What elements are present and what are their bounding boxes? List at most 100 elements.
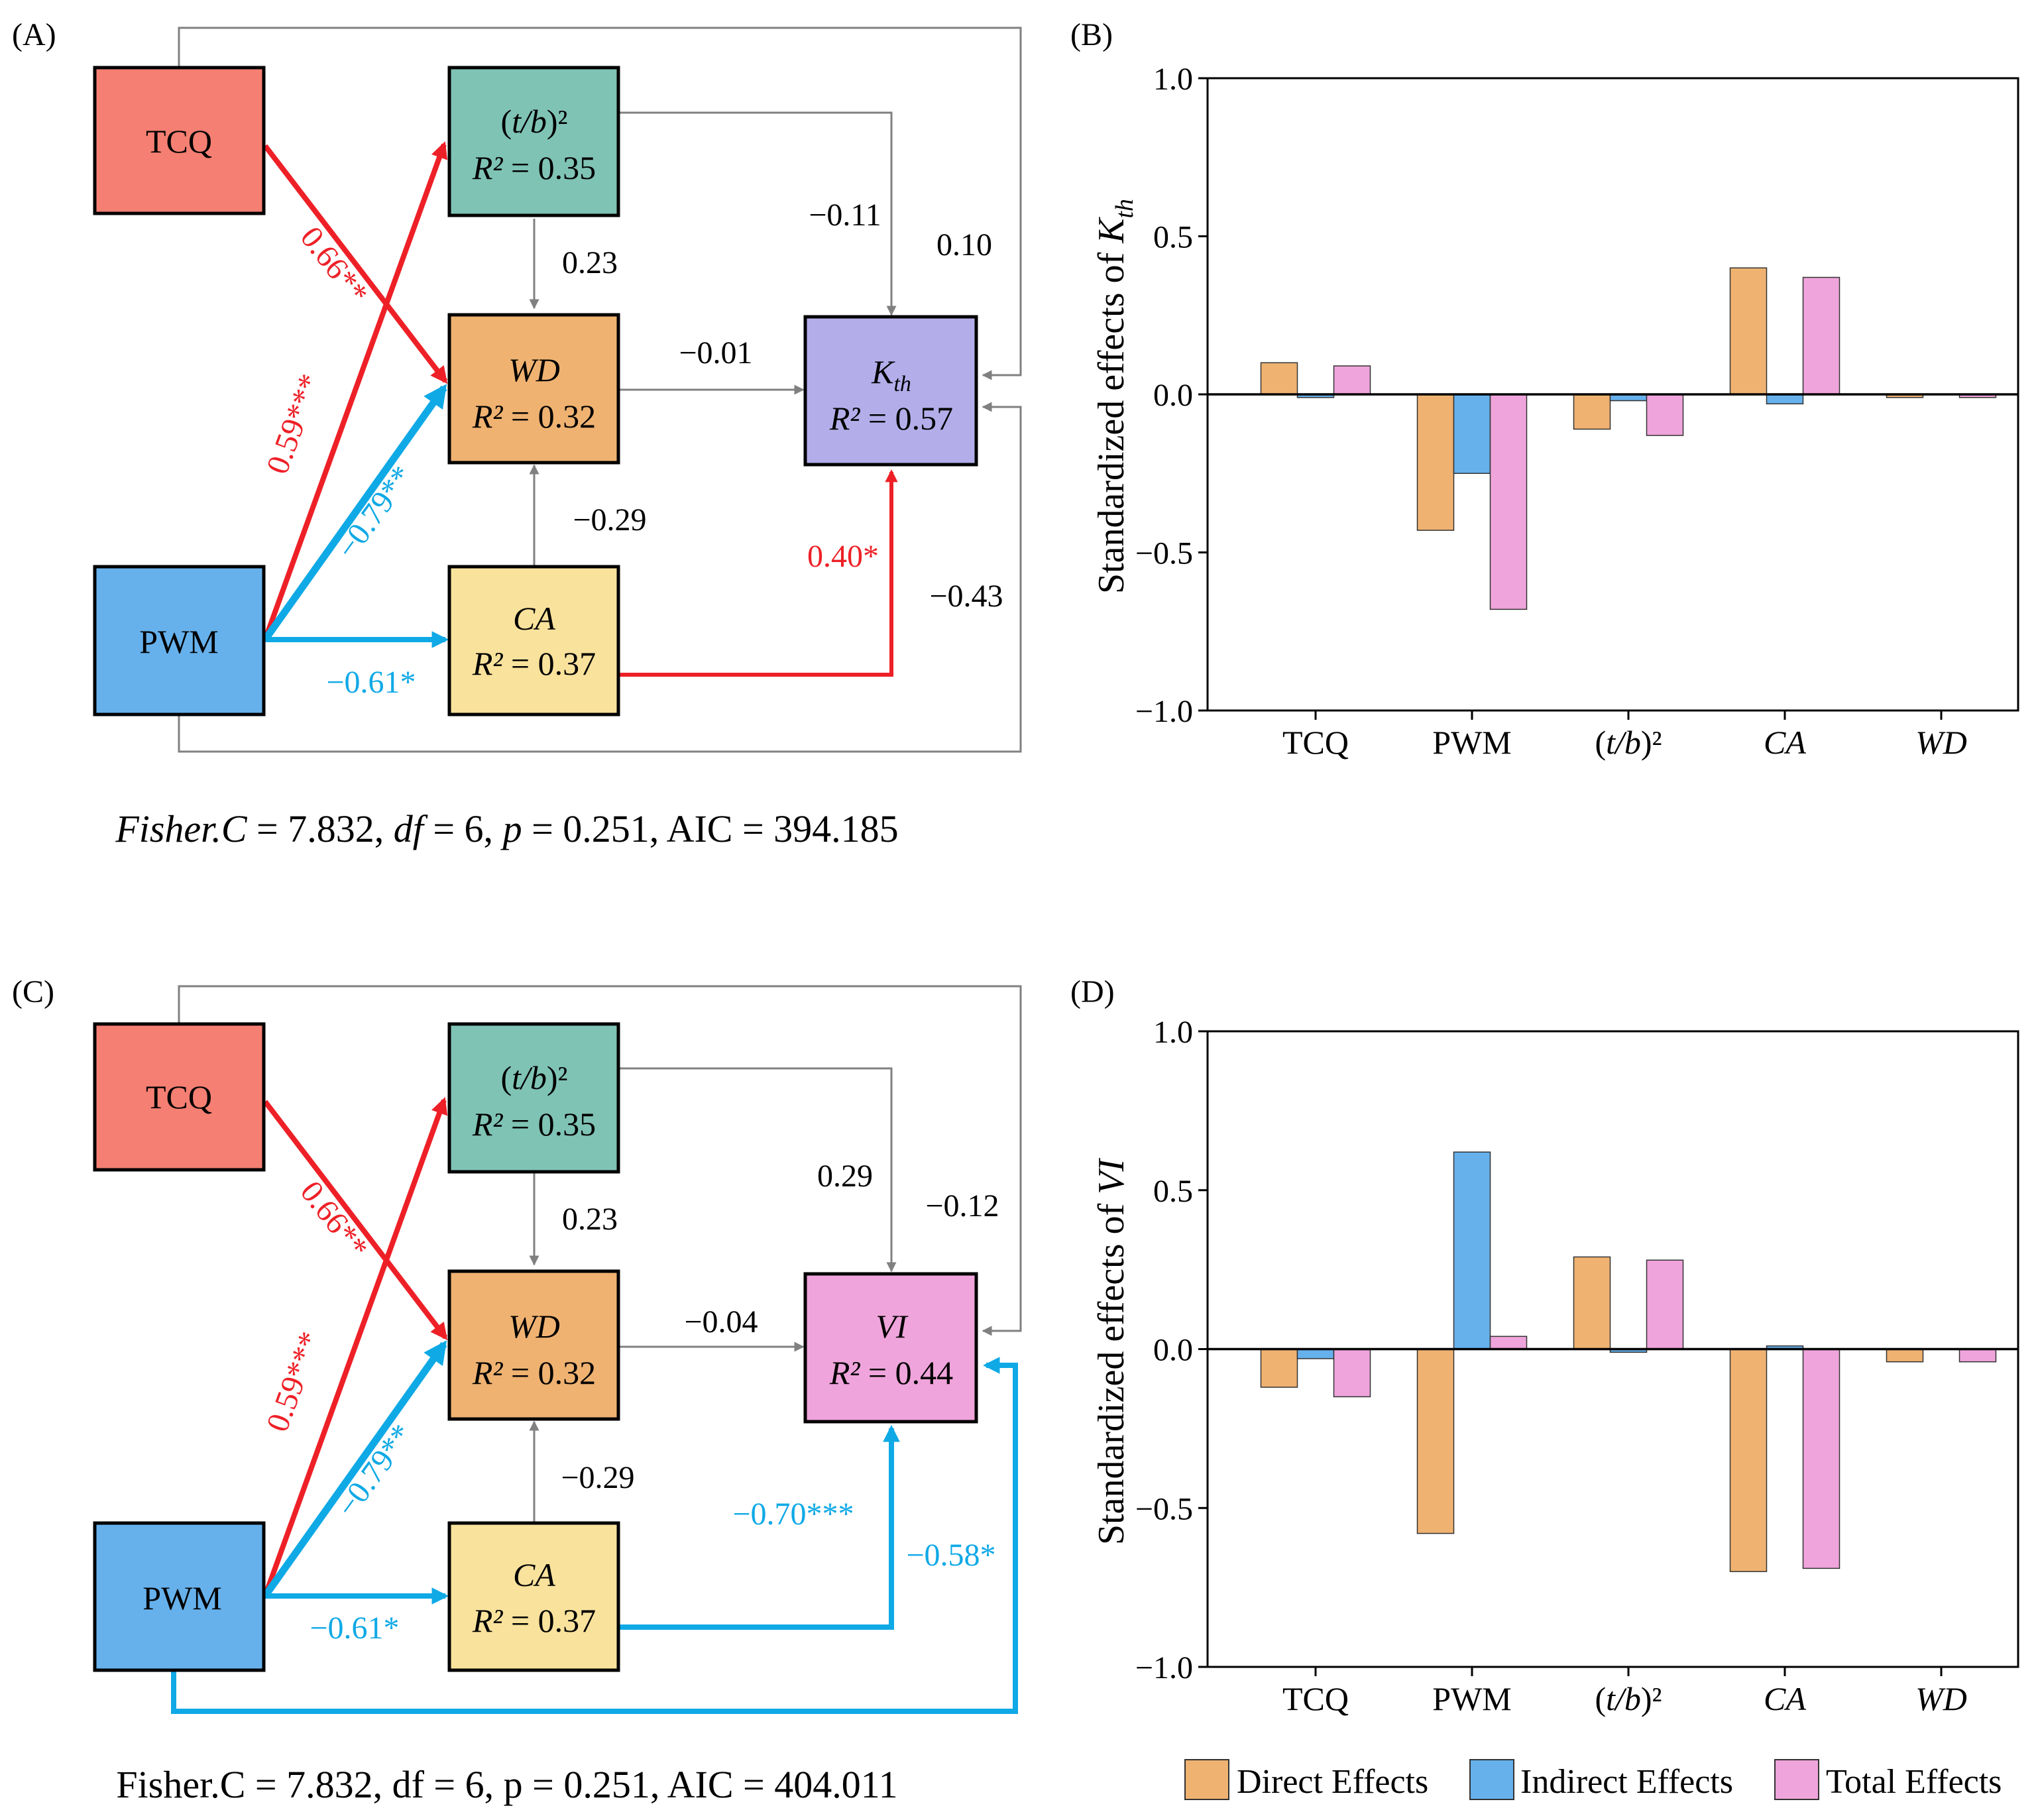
bar-total-effects bbox=[1646, 1259, 1684, 1350]
coef-tb-wd-c: 0.23 bbox=[562, 1202, 618, 1237]
y-tick-label: 0.0 bbox=[1153, 378, 1193, 413]
coef-pwm-kth: −0.43 bbox=[929, 579, 1003, 614]
chart-b: 1.0 0.5 0.0 −0.5 −1.0 TCQ PWM (t/b)² CA WD bbox=[1135, 62, 2019, 761]
path-tb-vi bbox=[620, 1067, 897, 1273]
bar-total-effects bbox=[1646, 394, 1684, 436]
coef-pwm-tb-c: 0.59*** bbox=[260, 1327, 328, 1436]
path-pwm-tb bbox=[262, 141, 448, 641]
node-tb: (t/b)² R² = 0.35 bbox=[447, 66, 620, 217]
y-tick-label: 1.0 bbox=[1153, 62, 1193, 97]
x-tick-label: TCQ bbox=[1282, 1680, 1349, 1717]
bar-direct-effects bbox=[1260, 362, 1298, 395]
panel-b: (B) Standardized effects of Kth 1.0 0.5 0.… bbox=[1070, 17, 2019, 761]
node-vi-label: VI bbox=[876, 1308, 909, 1345]
node-tb-r2: R² = 0.35 bbox=[472, 149, 596, 186]
node-wd-c-label: WD bbox=[508, 1308, 560, 1345]
node-pwm: PWM bbox=[93, 565, 266, 716]
legend-indirect-swatch bbox=[1469, 1759, 1514, 1800]
node-tb-c: (t/b)² R² = 0.35 bbox=[447, 1022, 620, 1174]
path-pwm-wd bbox=[262, 384, 447, 642]
y-tick-label: −0.5 bbox=[1135, 536, 1193, 571]
node-pwm-label: PWM bbox=[139, 623, 218, 660]
path-pwm-vi bbox=[171, 1357, 1018, 1714]
path-pwm-tb-c bbox=[262, 1097, 448, 1597]
coef-tcq-kth: 0.10 bbox=[936, 227, 992, 262]
bar-total-effects bbox=[1802, 1348, 1840, 1569]
legend-total-swatch bbox=[1774, 1759, 1819, 1800]
node-ca-label: CA bbox=[513, 600, 555, 637]
node-ca-c-r2: R² = 0.37 bbox=[472, 1602, 596, 1639]
legend: Direct Effects Indirect Effects Total Ef… bbox=[1184, 1759, 2002, 1801]
x-tick-label: PWM bbox=[1432, 1680, 1511, 1717]
coef-wd-vi: −0.04 bbox=[684, 1304, 758, 1339]
legend-indirect-label: Indirect Effects bbox=[1520, 1763, 1733, 1801]
y-tick-label: −0.5 bbox=[1135, 1491, 1193, 1526]
coef-pwm-ca-c: −0.61* bbox=[310, 1611, 399, 1646]
legend-total-label: Total Effects bbox=[1826, 1763, 2002, 1801]
node-ca-c: CA R² = 0.37 bbox=[447, 1521, 620, 1672]
node-kth-r2: R² = 0.57 bbox=[829, 400, 953, 437]
coef-pwm-wd: −0.79** bbox=[329, 459, 420, 565]
coef-pwm-vi: −0.58* bbox=[906, 1538, 995, 1573]
node-ca-c-label: CA bbox=[513, 1556, 555, 1593]
bar-direct-effects bbox=[1573, 1256, 1611, 1350]
path-tcq-wd-c bbox=[262, 1100, 448, 1341]
coef-tb-kth: −0.11 bbox=[809, 198, 881, 233]
node-vi-r2: R² = 0.44 bbox=[829, 1354, 953, 1391]
path-pwm-kth bbox=[178, 402, 1022, 753]
x-tick-label: WD bbox=[1915, 1680, 1967, 1717]
coef-ca-wd-c: −0.29 bbox=[561, 1460, 634, 1495]
node-wd-label: WD bbox=[508, 351, 560, 388]
node-tcq-c-label: TCQ bbox=[146, 1078, 212, 1115]
x-tick-label: (t/b)² bbox=[1595, 1680, 1662, 1717]
node-wd-c-r2: R² = 0.32 bbox=[472, 1354, 596, 1391]
path-ca-vi bbox=[620, 1424, 900, 1630]
x-tick-label: (t/b)² bbox=[1595, 724, 1662, 761]
coef-wd-kth: −0.01 bbox=[679, 335, 752, 370]
node-tb-label: (t/b)² bbox=[500, 103, 567, 140]
x-tick-label: CA bbox=[1764, 724, 1806, 761]
node-pwm-c: PWM bbox=[93, 1521, 266, 1672]
coef-pwm-wd-c: −0.79** bbox=[329, 1418, 420, 1524]
coef-pwm-ca: −0.61* bbox=[326, 665, 416, 700]
y-tick-label: −1.0 bbox=[1135, 1650, 1193, 1685]
legend-indirect: Indirect Effects bbox=[1469, 1759, 1733, 1801]
bar-direct-effects bbox=[1416, 1348, 1455, 1534]
path-ca-kth bbox=[620, 469, 898, 677]
node-kth-label: Kth bbox=[871, 353, 911, 396]
fit-stats-c: Fisher.C = 7.832, df = 6, p = 0.251, AIC… bbox=[116, 1763, 897, 1806]
coef-pwm-tb: 0.59*** bbox=[260, 369, 328, 479]
coef-ca-kth: 0.40* bbox=[807, 539, 879, 574]
path-tcq-kth bbox=[178, 27, 1022, 380]
bar-total-effects bbox=[1489, 394, 1528, 610]
bar-indirect-effects bbox=[1453, 1151, 1491, 1350]
panel-c: (C) TCQ PWM (t/b)² R² = 0.35 WD bbox=[12, 974, 1022, 1806]
coef-ca-wd: −0.29 bbox=[573, 502, 646, 538]
bar-direct-effects bbox=[1729, 267, 1768, 395]
bar-total-effects bbox=[1958, 1348, 1997, 1363]
panel-d-label: (D) bbox=[1070, 974, 1115, 1009]
coef-tb-wd: 0.23 bbox=[562, 245, 618, 280]
legend-direct: Direct Effects bbox=[1184, 1759, 1428, 1801]
panel-c-label: (C) bbox=[12, 974, 54, 1009]
bar-direct-effects bbox=[1416, 394, 1455, 531]
x-tick-label: TCQ bbox=[1282, 724, 1349, 761]
chart-d-ylabel: Standardized effects of VI bbox=[1091, 1158, 1132, 1545]
x-tick-label: WD bbox=[1915, 724, 1967, 761]
panel-a: (A) TCQ PWM (t/b)² R² = 0.35 WD bbox=[12, 17, 1022, 850]
node-kth: Kth R² = 0.57 bbox=[803, 315, 978, 467]
bar-direct-effects bbox=[1260, 1348, 1298, 1388]
bar-direct-effects bbox=[1886, 1348, 1924, 1363]
path-pwm-wd-c bbox=[262, 1340, 447, 1599]
node-pwm-c-label: PWM bbox=[142, 1579, 221, 1617]
bar-indirect-effects bbox=[1766, 394, 1804, 405]
bar-total-effects bbox=[1333, 365, 1371, 395]
y-tick-label: 0.0 bbox=[1153, 1333, 1193, 1368]
legend-total: Total Effects bbox=[1774, 1759, 2002, 1801]
node-tcq-label: TCQ bbox=[146, 123, 212, 160]
coef-tcq-vi: −0.12 bbox=[925, 1188, 999, 1223]
y-tick-label: 0.5 bbox=[1153, 1174, 1193, 1209]
node-ca-r2: R² = 0.37 bbox=[472, 645, 596, 682]
panel-a-label: (A) bbox=[12, 17, 56, 52]
